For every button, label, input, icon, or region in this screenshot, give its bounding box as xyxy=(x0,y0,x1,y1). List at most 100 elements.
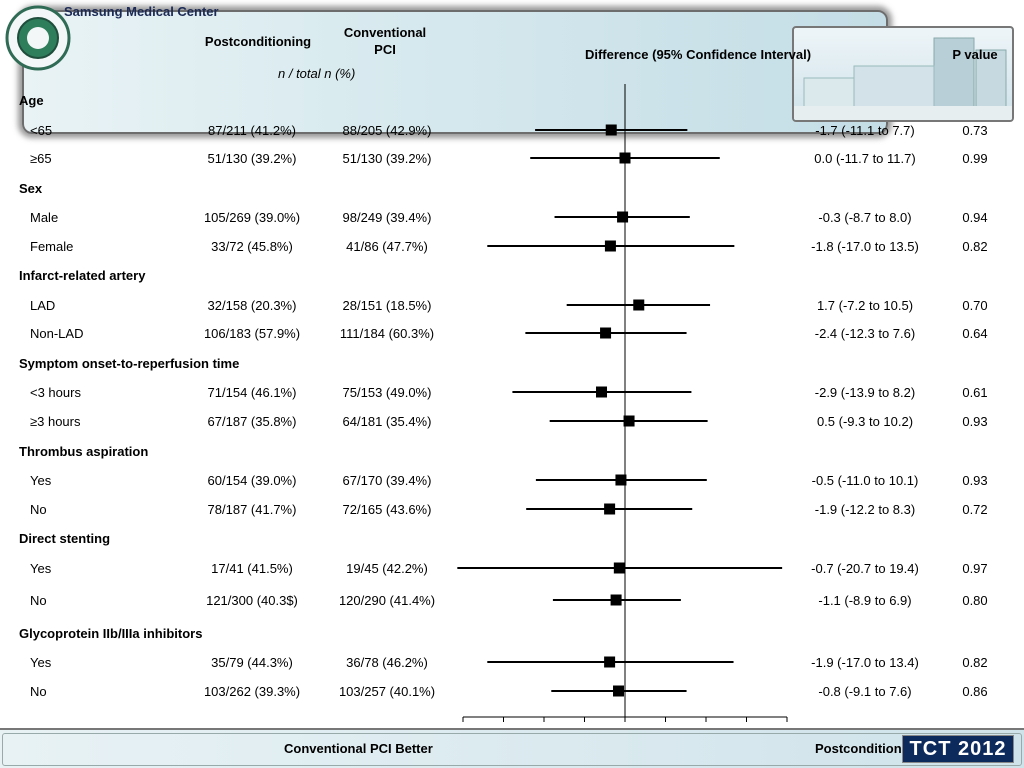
p-value: 0.97 xyxy=(962,561,988,576)
p-value: 0.93 xyxy=(962,414,988,429)
conventional-pci-value: 120/290 (41.4%) xyxy=(338,593,436,608)
conventional-pci-value: 41/86 (47.7%) xyxy=(346,239,428,254)
difference-ci: -1.9 (-17.0 to 13.4) xyxy=(811,655,919,670)
point-estimate-marker xyxy=(615,474,627,486)
hospital-photo xyxy=(792,26,1014,122)
difference-ci: -0.8 (-9.1 to 7.6) xyxy=(818,684,912,699)
header-banner xyxy=(22,10,888,134)
header-p-value: P value xyxy=(952,47,998,62)
p-value: 0.72 xyxy=(962,502,988,517)
org-name: Samsung Medical Center xyxy=(64,4,219,19)
postconditioning-value: 32/158 (20.3%) xyxy=(207,298,297,313)
difference-ci: -2.9 (-13.9 to 8.2) xyxy=(814,385,916,400)
point-estimate-marker xyxy=(617,211,629,223)
row-label: Yes xyxy=(30,473,52,488)
university-seal-icon xyxy=(5,5,71,71)
conventional-pci-value: 51/130 (39.2%) xyxy=(342,151,432,166)
row-label: No xyxy=(30,684,47,699)
postconditioning-value: 106/183 (57.9%) xyxy=(203,326,301,341)
p-value: 0.99 xyxy=(962,151,988,166)
conventional-pci-value: 67/170 (39.4%) xyxy=(342,473,432,488)
postconditioning-value: 121/300 (40.3$) xyxy=(206,593,298,608)
row-label: <3 hours xyxy=(30,385,81,400)
postconditioning-value: 78/187 (41.7%) xyxy=(207,502,297,517)
p-value: 0.61 xyxy=(962,385,988,400)
p-value: 0.93 xyxy=(962,473,988,488)
difference-ci: -1.8 (-17.0 to 13.5) xyxy=(811,239,919,254)
footer-conventional-better: Conventional PCI Better xyxy=(284,741,433,756)
conventional-pci-value: 28/151 (18.5%) xyxy=(342,298,432,313)
conventional-pci-value: 88/205 (42.9%) xyxy=(342,123,432,138)
row-label: Male xyxy=(30,210,59,225)
difference-ci: 0.0 (-11.7 to 11.7) xyxy=(814,151,916,166)
postconditioning-value: 105/269 (39.0%) xyxy=(203,210,301,225)
point-estimate-marker xyxy=(600,327,612,339)
row-label: No xyxy=(30,502,47,517)
point-estimate-marker xyxy=(610,594,622,606)
group-heading: Infarct-related artery xyxy=(19,268,146,283)
p-value: 0.82 xyxy=(962,655,988,670)
tct-badge: TCT 2012 xyxy=(902,735,1014,763)
row-label: Yes xyxy=(30,655,52,670)
difference-ci: 0.5 (-9.3 to 10.2) xyxy=(816,414,914,429)
row-label: LAD xyxy=(30,298,56,313)
header-postconditioning: Postconditioning xyxy=(204,34,312,49)
postconditioning-value: 71/154 (46.1%) xyxy=(207,385,297,400)
group-heading: Symptom onset-to-reperfusion time xyxy=(19,356,240,371)
conventional-pci-value: 103/257 (40.1%) xyxy=(338,684,436,699)
row-label: No xyxy=(30,593,47,608)
p-value: 0.70 xyxy=(962,298,988,313)
point-estimate-marker xyxy=(596,386,608,398)
group-heading: Thrombus aspiration xyxy=(19,444,149,459)
row-label: Yes xyxy=(30,561,52,576)
point-estimate-marker xyxy=(604,503,616,515)
point-estimate-marker xyxy=(619,152,631,164)
point-estimate-marker xyxy=(613,562,625,574)
conventional-pci-value: 75/153 (49.0%) xyxy=(342,385,432,400)
p-value: 0.94 xyxy=(962,210,988,225)
header-subhead: n / total n (%) xyxy=(278,66,356,81)
row-label: <65 xyxy=(30,123,53,138)
row-label: Non-LAD xyxy=(30,326,84,341)
group-heading: Age xyxy=(19,93,44,108)
difference-ci: -0.7 (-20.7 to 19.4) xyxy=(811,561,919,576)
conventional-pci-value: 72/165 (43.6%) xyxy=(342,502,432,517)
conventional-pci-value: 19/45 (42.2%) xyxy=(346,561,428,576)
postconditioning-value: 60/154 (39.0%) xyxy=(207,473,297,488)
difference-ci: -1.1 (-8.9 to 6.9) xyxy=(818,593,912,608)
difference-ci: -0.5 (-11.0 to 10.1) xyxy=(811,473,919,488)
header-conventional-pci-line1: Conventional xyxy=(343,25,427,40)
difference-ci: -2.4 (-12.3 to 7.6) xyxy=(814,326,916,341)
point-estimate-marker xyxy=(604,240,616,252)
p-value: 0.82 xyxy=(962,239,988,254)
postconditioning-value: 35/79 (44.3%) xyxy=(211,655,293,670)
difference-ci: -1.7 (-11.1 to 7.7) xyxy=(815,123,915,138)
footer-bar xyxy=(0,728,1024,768)
difference-ci: 1.7 (-7.2 to 10.5) xyxy=(816,298,914,313)
difference-ci: -0.3 (-8.7 to 8.0) xyxy=(818,210,912,225)
postconditioning-value: 67/187 (35.8%) xyxy=(207,414,297,429)
point-estimate-marker xyxy=(633,299,645,311)
row-label: ≥3 hours xyxy=(30,414,81,429)
p-value: 0.80 xyxy=(962,593,988,608)
p-value: 0.73 xyxy=(962,123,988,138)
difference-ci: -1.9 (-12.2 to 8.3) xyxy=(814,502,916,517)
row-label: Female xyxy=(30,239,74,254)
postconditioning-value: 103/262 (39.3%) xyxy=(203,684,301,699)
p-value: 0.64 xyxy=(962,326,988,341)
header-conventional-pci-line2: PCI xyxy=(374,42,396,57)
group-heading: Glycoprotein IIb/IIIa inhibitors xyxy=(19,626,203,641)
postconditioning-value: 17/41 (41.5%) xyxy=(211,561,293,576)
p-value: 0.86 xyxy=(962,684,988,699)
conventional-pci-value: 111/184 (60.3%) xyxy=(339,326,435,341)
group-heading: Sex xyxy=(19,181,43,196)
point-estimate-marker xyxy=(605,124,617,136)
conventional-pci-value: 64/181 (35.4%) xyxy=(342,414,432,429)
row-label: ≥65 xyxy=(30,151,52,166)
postconditioning-value: 87/211 (41.2%) xyxy=(208,123,296,138)
header-difference: Difference (95% Confidence Interval) xyxy=(584,47,812,62)
point-estimate-marker xyxy=(613,685,625,697)
postconditioning-value: 33/72 (45.8%) xyxy=(211,239,293,254)
conventional-pci-value: 98/249 (39.4%) xyxy=(342,210,432,225)
